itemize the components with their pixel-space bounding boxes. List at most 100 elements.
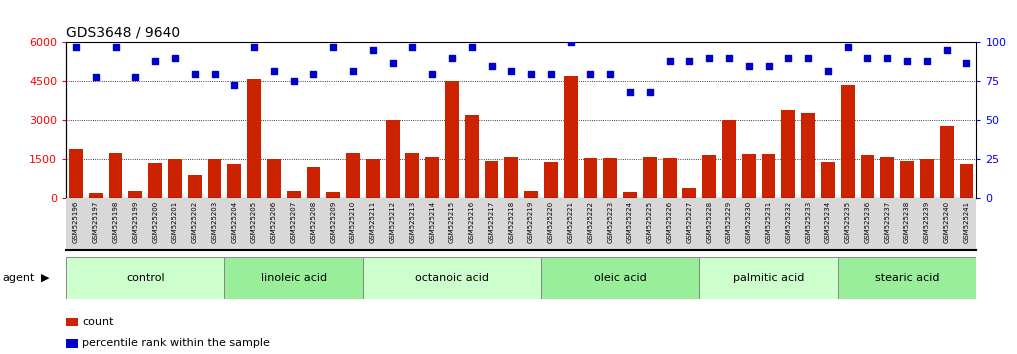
Text: GSM525237: GSM525237	[884, 201, 890, 243]
Bar	[741, 154, 756, 198]
Text: GSM525207: GSM525207	[291, 201, 297, 243]
Text: GSM525210: GSM525210	[350, 201, 356, 243]
Bar	[504, 157, 519, 198]
Bar	[841, 85, 854, 198]
Point	[939, 47, 955, 53]
Text: GSM525206: GSM525206	[271, 201, 277, 243]
Bar	[544, 162, 557, 198]
Bar	[425, 157, 439, 198]
Text: GSM525226: GSM525226	[666, 201, 672, 243]
Point	[761, 63, 777, 69]
Point	[642, 90, 658, 95]
Text: GSM525215: GSM525215	[448, 201, 455, 243]
Point	[127, 74, 143, 80]
Text: GSM525203: GSM525203	[212, 201, 218, 243]
Point	[583, 71, 599, 76]
Text: GSM525238: GSM525238	[904, 201, 910, 243]
Bar	[346, 153, 360, 198]
Point	[879, 55, 895, 61]
Bar	[643, 157, 657, 198]
Text: GSM525202: GSM525202	[192, 201, 197, 243]
Text: GSM525228: GSM525228	[706, 201, 712, 243]
Text: GSM525217: GSM525217	[488, 201, 494, 243]
Bar	[188, 175, 201, 198]
FancyBboxPatch shape	[66, 257, 225, 299]
Text: palmitic acid: palmitic acid	[733, 273, 804, 283]
Point	[503, 68, 520, 73]
Bar	[148, 163, 162, 198]
Bar	[900, 161, 914, 198]
Bar	[247, 79, 261, 198]
Point	[958, 60, 974, 65]
Point	[602, 71, 618, 76]
Text: GSM525227: GSM525227	[686, 201, 693, 243]
Bar	[663, 158, 676, 198]
Bar	[563, 76, 578, 198]
Text: GSM525200: GSM525200	[153, 201, 159, 243]
Text: GSM525232: GSM525232	[785, 201, 791, 243]
Text: GSM525219: GSM525219	[528, 201, 534, 243]
Text: GSM525205: GSM525205	[251, 201, 257, 243]
Point	[404, 44, 420, 50]
Text: GSM525204: GSM525204	[231, 201, 237, 243]
Point	[265, 68, 282, 73]
Text: GSM525224: GSM525224	[627, 201, 633, 243]
Text: GSM525233: GSM525233	[805, 201, 812, 243]
Text: GSM525211: GSM525211	[370, 201, 376, 243]
Point	[918, 58, 935, 64]
Text: GSM525199: GSM525199	[132, 201, 138, 243]
Text: GSM525197: GSM525197	[93, 201, 99, 243]
Point	[443, 55, 460, 61]
Text: GSM525201: GSM525201	[172, 201, 178, 243]
Bar	[306, 167, 320, 198]
Bar	[465, 115, 479, 198]
Text: count: count	[82, 317, 114, 327]
Point	[424, 71, 440, 76]
Bar	[603, 158, 617, 198]
Bar	[168, 159, 182, 198]
Point	[820, 68, 836, 73]
Point	[108, 44, 124, 50]
Text: stearic acid: stearic acid	[875, 273, 940, 283]
Text: GSM525208: GSM525208	[310, 201, 316, 243]
Text: ▶: ▶	[41, 273, 49, 283]
Text: GSM525225: GSM525225	[647, 201, 653, 243]
FancyBboxPatch shape	[541, 257, 700, 299]
Point	[622, 90, 639, 95]
Text: GSM525218: GSM525218	[508, 201, 515, 243]
Bar	[266, 159, 281, 198]
FancyBboxPatch shape	[838, 257, 976, 299]
Text: GSM525229: GSM525229	[726, 201, 732, 243]
Point	[68, 44, 84, 50]
Text: linoleic acid: linoleic acid	[260, 273, 326, 283]
Bar	[722, 120, 736, 198]
Bar	[920, 159, 934, 198]
Text: GSM525223: GSM525223	[607, 201, 613, 243]
Point	[859, 55, 876, 61]
Bar	[366, 159, 379, 198]
FancyBboxPatch shape	[700, 257, 838, 299]
Bar	[801, 113, 815, 198]
Text: GSM525196: GSM525196	[73, 201, 79, 243]
Text: percentile rank within the sample: percentile rank within the sample	[82, 338, 271, 348]
Bar	[781, 110, 795, 198]
Point	[286, 79, 302, 84]
Bar	[524, 192, 538, 198]
Point	[661, 58, 677, 64]
Point	[365, 47, 381, 53]
Bar	[940, 126, 954, 198]
FancyBboxPatch shape	[363, 257, 541, 299]
Point	[840, 44, 856, 50]
Bar	[128, 191, 142, 198]
Text: GSM525221: GSM525221	[567, 201, 574, 243]
Point	[305, 71, 321, 76]
Text: GSM525214: GSM525214	[429, 201, 435, 243]
Point	[800, 55, 817, 61]
Point	[780, 55, 796, 61]
Point	[562, 40, 579, 45]
Bar	[385, 120, 400, 198]
Bar	[69, 149, 83, 198]
Bar	[406, 153, 419, 198]
Bar	[959, 165, 973, 198]
Bar	[821, 162, 835, 198]
